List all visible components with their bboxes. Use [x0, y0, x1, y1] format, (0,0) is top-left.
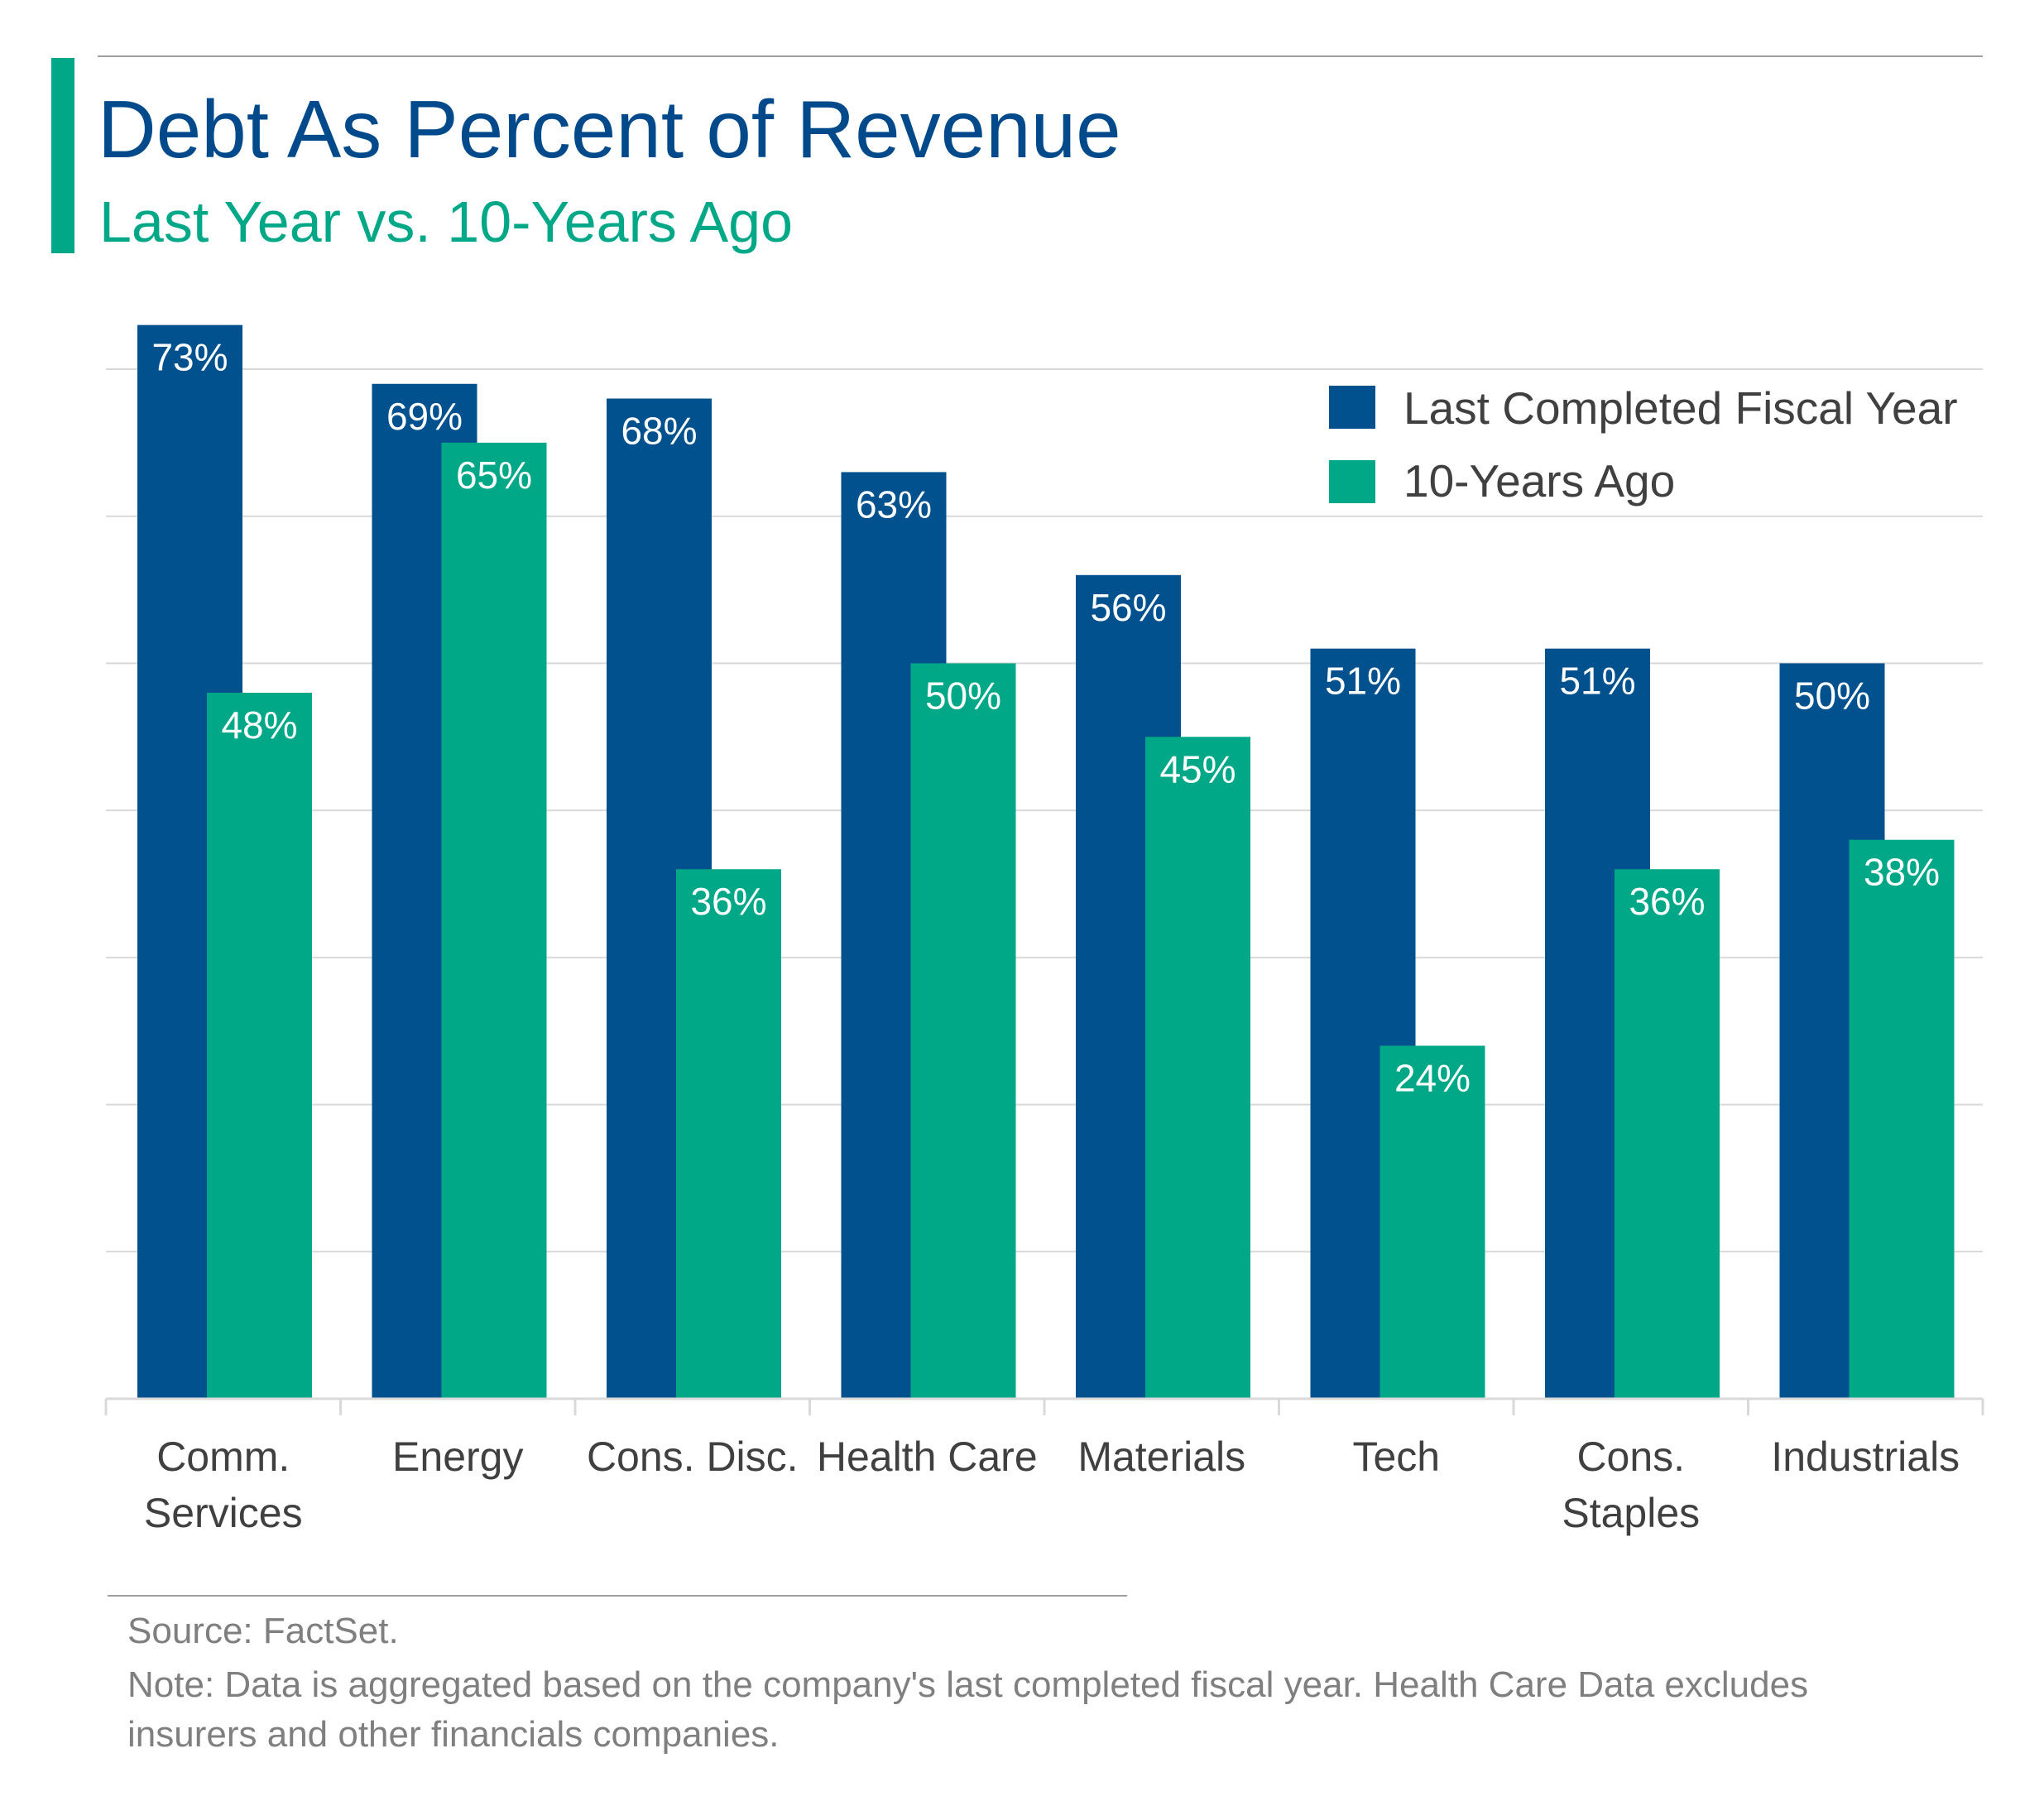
bar-10-years-ago: [441, 442, 547, 1399]
footer-note-line-1: Note: Data is aggregated based on the co…: [127, 1664, 1808, 1705]
bar-10-years-ago: [207, 692, 312, 1399]
bar-10-years-ago: [1615, 869, 1720, 1399]
data-label: 68%: [621, 410, 697, 453]
title-accent-bar: [51, 58, 74, 253]
data-label: 36%: [690, 880, 766, 923]
data-label: 50%: [925, 674, 1001, 717]
data-label: 45%: [1159, 747, 1236, 790]
data-label: 65%: [456, 454, 532, 497]
x-tick-label: Industrials: [1771, 1434, 1960, 1480]
data-label: 51%: [1325, 660, 1401, 703]
legend-swatch-last-fiscal-year: [1329, 386, 1375, 429]
footer-note-line-2: insurers and other financials companies.: [127, 1714, 780, 1755]
x-tick-label: Cons. Disc.: [587, 1434, 799, 1480]
x-tick-label: Cons.: [1576, 1434, 1685, 1480]
legend: Last Completed Fiscal Year 10-Years Ago: [1329, 382, 1958, 507]
legend-swatch-10-years-ago: [1329, 460, 1375, 503]
data-label: 73%: [151, 336, 228, 379]
x-tick-label: Tech: [1352, 1434, 1440, 1480]
x-axis: Comm. Services Energy Cons. Disc. Health Car…: [104, 1397, 1984, 1536]
data-labels: 73% 69% 68% 63% 56% 51% 51% 50% 48% 65% 36% 50% 45% 2…: [151, 336, 1940, 1100]
data-label: 56%: [1090, 586, 1166, 629]
chart-title: Debt As Percent of Revenue: [98, 84, 1121, 175]
data-label: 24%: [1394, 1056, 1471, 1099]
data-label: 38%: [1864, 851, 1940, 894]
legend-label-last-fiscal-year: Last Completed Fiscal Year: [1403, 382, 1958, 434]
data-label: 48%: [221, 704, 297, 747]
x-tick-label: Energy: [392, 1434, 523, 1480]
bar-10-years-ago: [1145, 737, 1250, 1399]
bar-10-years-ago: [1379, 1045, 1485, 1399]
data-label: 63%: [856, 483, 932, 526]
bar-10-years-ago: [910, 663, 1016, 1399]
legend-label-10-years-ago: 10-Years Ago: [1403, 455, 1675, 507]
data-label: 36%: [1629, 880, 1705, 923]
x-tick-label: Health Care: [817, 1434, 1038, 1480]
bar-10-years-ago: [676, 869, 781, 1399]
chart-subtitle: Last Year vs. 10-Years Ago: [99, 190, 793, 254]
x-tick-label: Comm.: [156, 1434, 290, 1480]
data-label: 69%: [386, 395, 463, 438]
x-tick-label: Staples: [1562, 1490, 1700, 1536]
data-label: 51%: [1559, 660, 1635, 703]
data-label: 50%: [1794, 674, 1870, 717]
footer-source: Source: FactSet.: [127, 1611, 399, 1651]
x-tick-label: Services: [144, 1490, 303, 1536]
bar-10-years-ago: [1849, 839, 1955, 1399]
bars: [137, 324, 1955, 1400]
x-tick-label: Materials: [1077, 1434, 1245, 1480]
